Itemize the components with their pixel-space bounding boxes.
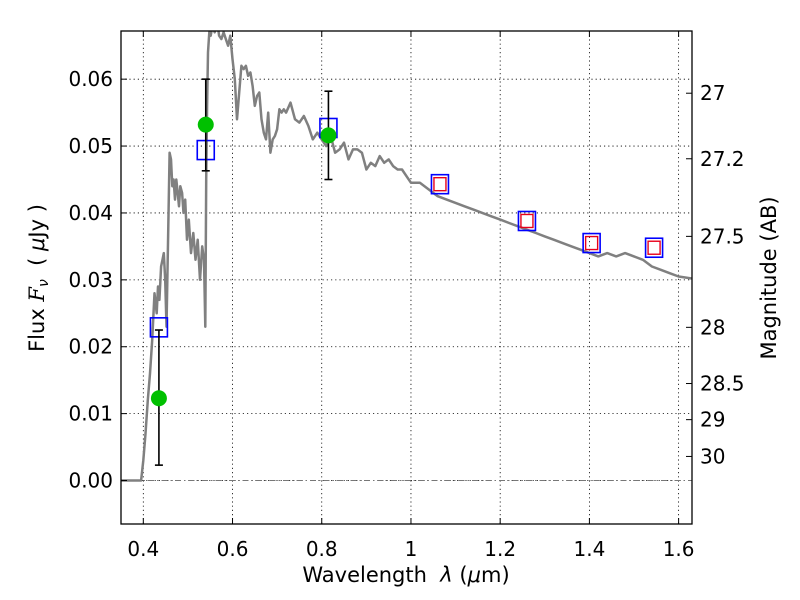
y-axis-label-symbol: F xyxy=(25,286,49,303)
plot-area xyxy=(121,31,692,524)
mag-tick-label: 27.5 xyxy=(700,224,745,248)
model-photometry-square xyxy=(582,232,601,254)
x-axis-label-open: ( xyxy=(453,563,468,587)
plot-frame xyxy=(120,30,693,525)
mag-tick-label: 30 xyxy=(700,444,725,468)
mag-tick-label: 28 xyxy=(700,315,725,339)
x-axis-label-unit: m) xyxy=(481,563,510,587)
observed-point xyxy=(197,116,214,133)
x-axis-label-lambda: λ xyxy=(439,563,452,587)
x-tick-label: 1.4 xyxy=(573,537,605,561)
model-photometry-inner-square xyxy=(647,240,661,255)
y-tick-label: 0.01 xyxy=(68,402,113,426)
x-tick-label: 1 xyxy=(405,537,418,561)
model-photometry-square xyxy=(644,237,664,259)
y-tick-label: 0.00 xyxy=(68,469,113,493)
x-axis-label-prefix: Wavelength xyxy=(302,563,440,587)
y-axis-label-open: ( xyxy=(25,251,49,279)
model-photometry-square xyxy=(517,210,537,232)
mag-tick-label: 28.5 xyxy=(700,372,745,396)
y-axis-label-subscript: ν xyxy=(36,279,52,287)
x-tick-label: 0.4 xyxy=(127,537,159,561)
y-tick-label: 0.06 xyxy=(68,67,113,91)
y-axis-label-unit: Jy ) xyxy=(25,204,49,240)
observed-point xyxy=(320,127,337,144)
model-photometry-square xyxy=(430,173,450,195)
y-axis-label-mu: μ xyxy=(25,238,49,252)
model-sed-line xyxy=(121,31,692,482)
x-tick-label: 1.2 xyxy=(484,537,516,561)
mag-tick-label: 27 xyxy=(700,81,725,105)
x-axis-label-mu: μ xyxy=(467,563,481,587)
x-tick-label: 0.8 xyxy=(306,537,338,561)
observed-point xyxy=(150,390,167,407)
mag-tick-label: 27.2 xyxy=(700,147,745,171)
model-photometry-inner-square xyxy=(433,176,447,192)
mag-tick-label: 29 xyxy=(700,408,725,432)
model-photometry-inner-square xyxy=(584,235,599,251)
y2-axis-label: Magnitude (AB) xyxy=(757,196,781,359)
y-tick-label: 0.03 xyxy=(68,268,113,292)
y-axis-label: Flux Fν ( μJy ) xyxy=(25,204,52,352)
y-axis-label-prefix: Flux xyxy=(25,302,49,352)
y-tick-label: 0.05 xyxy=(68,134,113,158)
x-axis-label: Wavelength λ (μm) xyxy=(302,563,509,587)
y-tick-label: 0.02 xyxy=(68,335,113,359)
model-photometry-inner-square xyxy=(520,213,534,229)
axis-ticks: 0.4 0.6 0.8 1 1.2 1.4 1.6 0.00 0.01 0.02 0.03 0.04 0… xyxy=(68,31,745,561)
data-marks xyxy=(121,31,692,482)
y-tick-label: 0.04 xyxy=(68,201,113,225)
x-tick-label: 0.6 xyxy=(217,537,249,561)
x-tick-label: 1.6 xyxy=(663,537,695,561)
